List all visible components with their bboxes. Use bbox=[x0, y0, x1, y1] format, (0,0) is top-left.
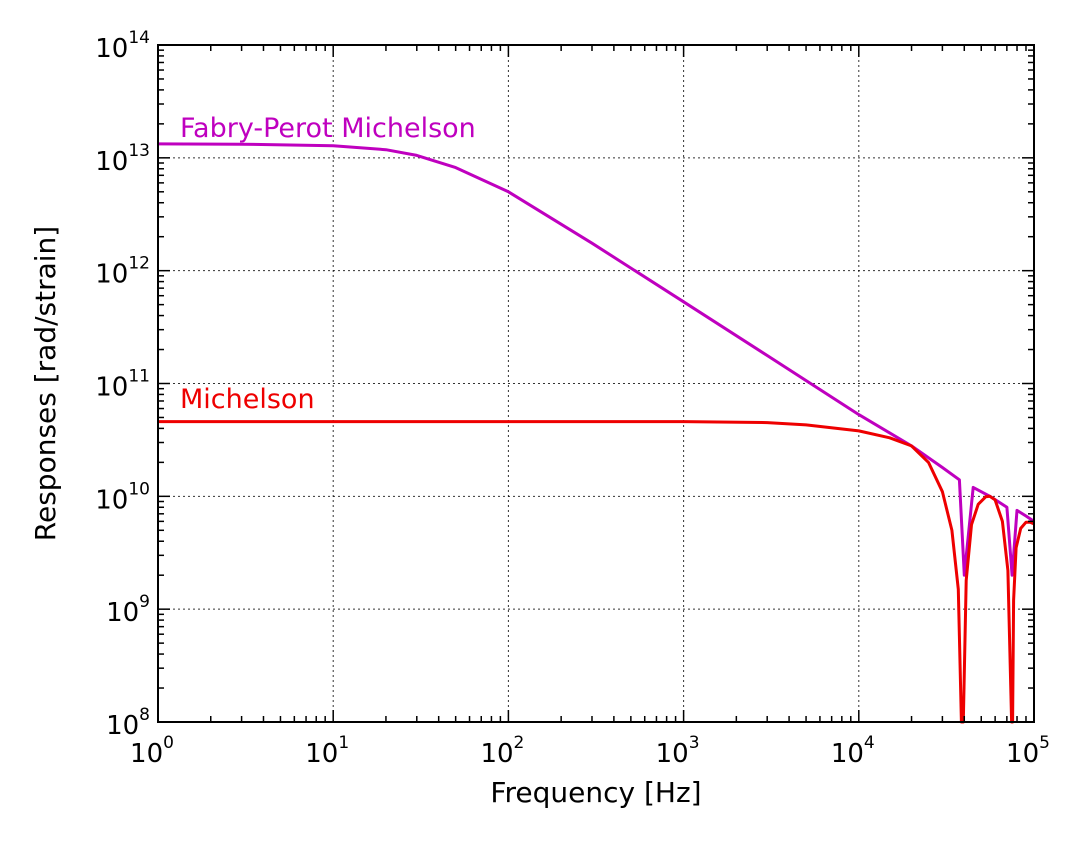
x-tick-label: 102 bbox=[480, 733, 524, 769]
series-line-michelson bbox=[158, 420, 1035, 724]
y-tick-label: 1010 bbox=[95, 479, 150, 515]
series-lines bbox=[157, 142, 1035, 724]
y-tick-label: 1011 bbox=[95, 367, 150, 403]
grid bbox=[158, 45, 1034, 722]
y-tick-label: 109 bbox=[106, 592, 150, 628]
y-tick-label: 108 bbox=[106, 705, 150, 741]
series-label-fabry-perot-michelson: Fabry-Perot Michelson bbox=[180, 113, 476, 144]
x-tick-labels: 100 101 102 103 104 105 bbox=[130, 733, 1050, 769]
y-tick-label: 1013 bbox=[95, 141, 150, 177]
series-label-michelson: Michelson bbox=[180, 384, 315, 415]
y-axis-label: Responses [rad/strain] bbox=[29, 226, 62, 541]
y-tick-label: 1014 bbox=[95, 28, 150, 64]
x-tick-label: 101 bbox=[305, 733, 349, 769]
x-tick-label: 100 bbox=[130, 733, 174, 769]
y-tick-label: 1012 bbox=[95, 254, 150, 290]
axis-ticks bbox=[157, 44, 1035, 723]
x-tick-label: 104 bbox=[831, 733, 875, 769]
x-tick-label: 105 bbox=[1006, 733, 1050, 769]
series-line-fabry-perot-michelson bbox=[157, 142, 1035, 577]
x-axis-label: Frequency [Hz] bbox=[490, 776, 701, 809]
x-tick-label: 103 bbox=[656, 733, 700, 769]
y-tick-labels: 108 109 1010 1011 1012 1013 1014 bbox=[95, 28, 150, 741]
